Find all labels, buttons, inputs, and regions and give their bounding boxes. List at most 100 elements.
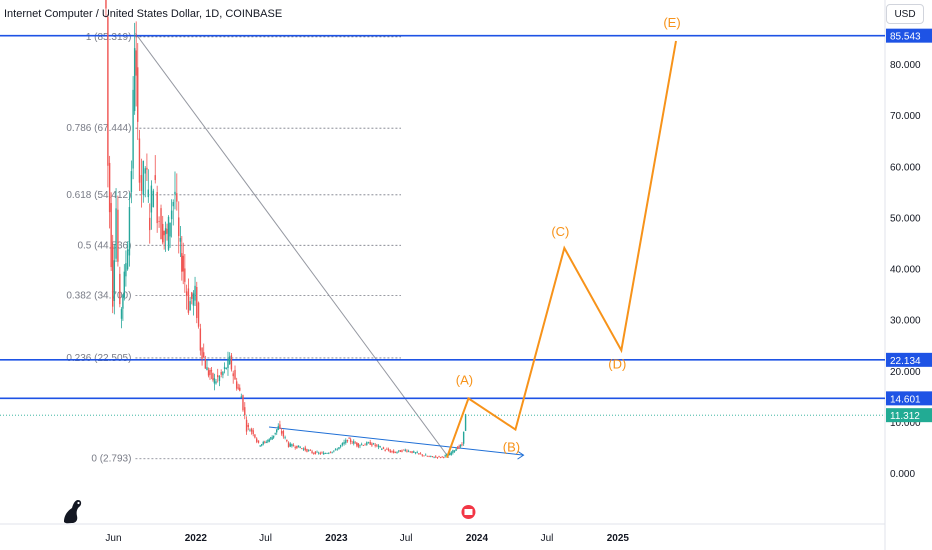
candle-body xyxy=(309,449,312,451)
candle-body xyxy=(426,455,429,457)
candle-body xyxy=(268,439,270,442)
x-tick-label: 2022 xyxy=(185,533,208,544)
candle-body xyxy=(371,443,373,446)
candle-body xyxy=(362,445,365,446)
candle-body xyxy=(228,356,231,365)
candle-body xyxy=(299,447,301,449)
candle-body xyxy=(130,171,133,193)
candle-body xyxy=(326,453,328,454)
x-tick-label: 2024 xyxy=(466,533,489,544)
y-tick-label: 70.000 xyxy=(890,111,921,122)
candle-body xyxy=(239,387,241,391)
candle-body xyxy=(209,369,211,375)
candle-body xyxy=(149,217,151,231)
candle-body xyxy=(302,448,305,450)
candle-body xyxy=(252,430,254,435)
candle-body xyxy=(448,452,451,456)
candle-body xyxy=(334,448,337,450)
candle-body xyxy=(419,453,422,455)
candle-body xyxy=(232,373,234,377)
candle-body xyxy=(354,442,356,444)
y-tick-label: 80.000 xyxy=(890,60,921,71)
x-tick-label: 2025 xyxy=(607,533,630,544)
candle-body xyxy=(115,208,117,259)
candle-body xyxy=(264,441,266,443)
candle-body xyxy=(223,366,226,369)
candle-body xyxy=(254,434,256,438)
candle-body xyxy=(453,450,456,453)
candle-body xyxy=(108,162,111,213)
candle-body xyxy=(117,209,119,262)
candle-body xyxy=(184,268,186,282)
candle-body xyxy=(192,293,195,306)
candle-body xyxy=(462,431,465,444)
candle-body xyxy=(222,372,224,376)
candle-body xyxy=(456,447,459,449)
candle-body xyxy=(353,441,355,444)
candle-body xyxy=(319,452,322,454)
wave-label: (C) xyxy=(551,224,569,239)
candle-body xyxy=(133,48,136,112)
candle-body xyxy=(411,451,413,454)
trendline-arrow-icon xyxy=(517,450,525,460)
currency-button[interactable]: USD xyxy=(886,4,924,24)
candle-body xyxy=(423,455,425,457)
candle-body xyxy=(416,452,418,454)
candle-body xyxy=(374,444,376,446)
candle-body xyxy=(444,455,446,457)
candle-body xyxy=(450,452,452,455)
wave-label: (B) xyxy=(503,440,520,455)
candle-body xyxy=(245,419,248,432)
wave-label: (E) xyxy=(663,15,680,30)
candle-body xyxy=(306,449,308,452)
candle-body xyxy=(126,249,129,270)
candle-body xyxy=(345,440,347,443)
candle-body xyxy=(329,452,332,454)
candle-body xyxy=(428,456,430,458)
candle-body xyxy=(235,381,238,389)
candle-body xyxy=(158,221,160,222)
candle-body xyxy=(346,439,349,442)
candle-body xyxy=(397,450,400,452)
candle-body xyxy=(452,450,454,454)
candle-body xyxy=(206,367,208,371)
candle-body xyxy=(112,245,114,307)
candles-group xyxy=(105,0,467,459)
candle-body xyxy=(338,447,340,450)
chart-title: Internet Computer / United States Dollar… xyxy=(4,8,283,20)
candle-body xyxy=(421,454,423,456)
x-tick-label: Jul xyxy=(259,533,272,544)
candle-body xyxy=(401,450,403,452)
candle-body xyxy=(357,443,360,447)
candle-body xyxy=(135,50,137,76)
candle-body xyxy=(204,359,207,369)
candle-body xyxy=(242,395,244,411)
candle-body xyxy=(137,67,139,122)
candle-body xyxy=(234,369,236,380)
candle-body xyxy=(297,445,300,448)
candle-body xyxy=(396,452,398,453)
tradingview-logo-icon xyxy=(64,500,82,524)
candle-body xyxy=(439,457,442,458)
fib-level-label: 0 (2.793) xyxy=(91,454,131,465)
candle-body xyxy=(296,445,298,449)
candle-body xyxy=(113,260,116,302)
candle-body xyxy=(110,203,112,268)
wave-label: (A) xyxy=(456,372,473,387)
candle-body xyxy=(279,424,281,429)
candle-body xyxy=(227,358,229,369)
candle-body xyxy=(122,295,124,309)
candle-body xyxy=(244,407,246,416)
x-tick-label: Jul xyxy=(400,533,413,544)
candle-body xyxy=(441,456,443,458)
candle-body xyxy=(174,191,176,195)
candle-body xyxy=(197,302,200,327)
candle-body xyxy=(311,451,313,454)
candle-body xyxy=(215,381,217,384)
candle-body xyxy=(167,216,170,250)
candle-body xyxy=(237,387,239,389)
candle-body xyxy=(154,175,156,181)
candle-body xyxy=(181,253,183,272)
candle-body xyxy=(276,429,278,433)
